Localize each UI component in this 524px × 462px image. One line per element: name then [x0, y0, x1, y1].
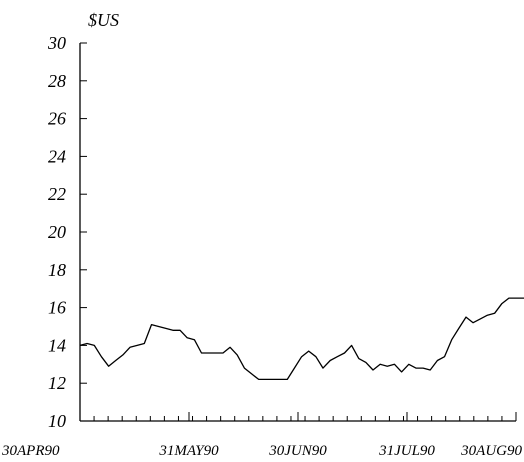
y-axis-tick-labels: 10 12 14 16 18 20 22 24 26 28 30	[47, 33, 66, 431]
chart-axes	[79, 43, 516, 422]
y-tick-label: 10	[48, 411, 66, 431]
y-tick-label: 30	[47, 33, 66, 53]
y-tick-label: 18	[48, 260, 66, 280]
x-tick-label: 31JUL90	[378, 443, 435, 459]
x-tick-label: 30AUG90	[460, 443, 522, 459]
y-tick-label: 28	[48, 71, 66, 91]
y-tick-label: 14	[48, 335, 66, 355]
y-tick-label: 22	[48, 184, 66, 204]
series-group	[79, 297, 524, 381]
y-axis-unit-label: $US	[88, 10, 119, 30]
y-tick-label: 12	[48, 373, 66, 393]
x-tick-label: 30JUN90	[268, 443, 327, 459]
x-axis-tick-labels: 30APR90 31MAY90 30JUN90 31JUL90 30AUG90	[1, 443, 522, 459]
y-tick-label: 16	[48, 298, 66, 318]
y-tick-label: 20	[48, 222, 66, 242]
x-tick-label: 30APR90	[1, 443, 60, 459]
x-tick-label: 31MAY90	[158, 443, 219, 459]
x-axis-ticks	[79, 412, 517, 421]
y-axis-ticks	[80, 42, 87, 422]
y-tick-label: 24	[48, 146, 66, 166]
y-tick-label: 26	[48, 109, 66, 129]
series-line-0	[79, 297, 524, 381]
